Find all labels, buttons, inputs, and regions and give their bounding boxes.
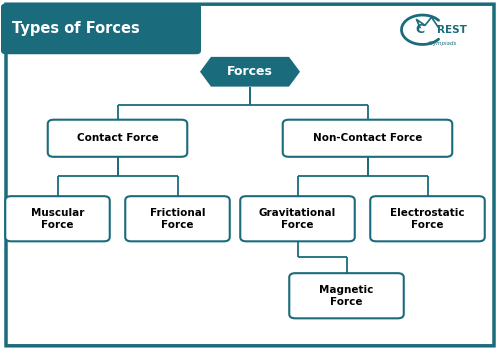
FancyBboxPatch shape [240, 196, 355, 242]
FancyBboxPatch shape [370, 196, 484, 242]
Text: Gravitational
Force: Gravitational Force [259, 208, 336, 230]
Text: C: C [416, 23, 424, 36]
FancyBboxPatch shape [125, 196, 230, 242]
Polygon shape [200, 57, 300, 87]
Text: Electrostatic
Force: Electrostatic Force [390, 208, 465, 230]
FancyBboxPatch shape [48, 120, 187, 157]
Text: Muscular
Force: Muscular Force [31, 208, 84, 230]
Text: Non-Contact Force: Non-Contact Force [313, 133, 422, 143]
Text: Frictional
Force: Frictional Force [150, 208, 206, 230]
FancyBboxPatch shape [289, 273, 404, 318]
Text: Magnetic
Force: Magnetic Force [320, 285, 374, 307]
FancyBboxPatch shape [1, 4, 201, 54]
Text: Olympiads: Olympiads [428, 41, 457, 46]
Text: REST: REST [436, 25, 466, 35]
Text: Types of Forces: Types of Forces [12, 21, 140, 36]
FancyBboxPatch shape [6, 196, 110, 242]
FancyBboxPatch shape [6, 4, 494, 346]
Text: Contact Force: Contact Force [76, 133, 158, 143]
Text: Forces: Forces [227, 65, 273, 78]
FancyBboxPatch shape [283, 120, 452, 157]
